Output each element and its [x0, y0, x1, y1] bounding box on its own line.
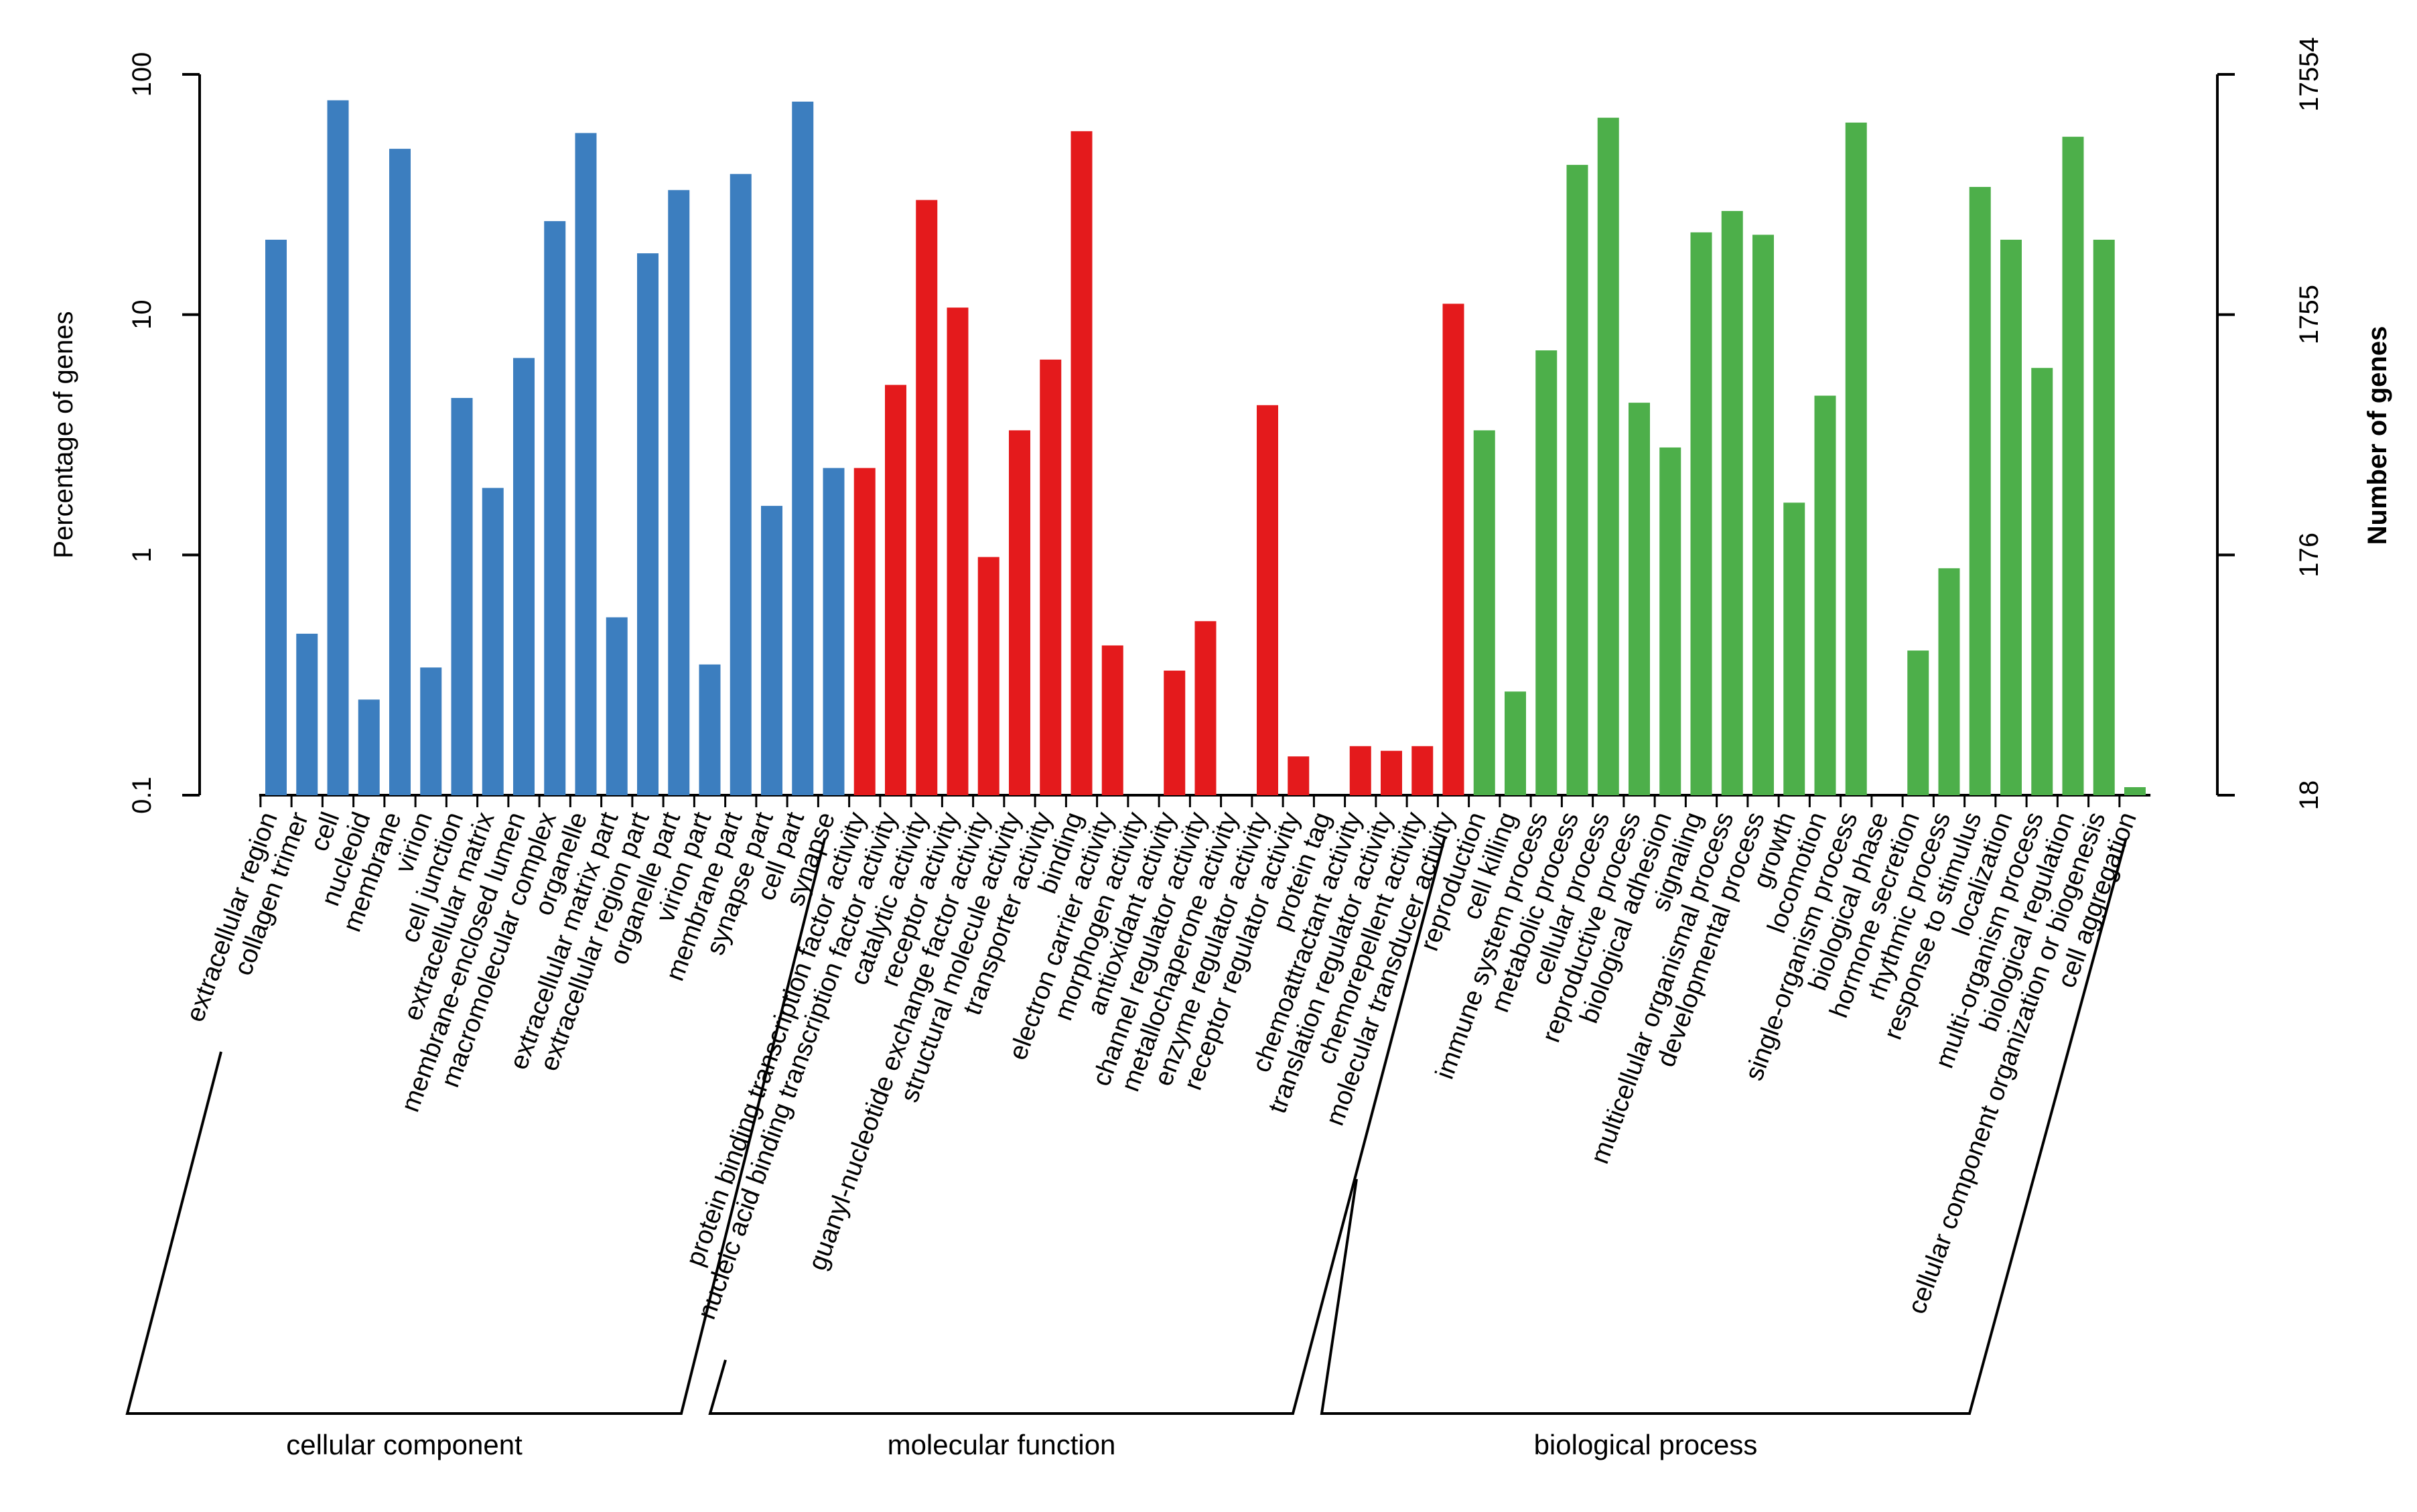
bar-membrane-enclosed-lumen: [513, 358, 535, 795]
y-axis-title: Percentage of genes: [49, 311, 78, 558]
bar-growth: [1783, 502, 1805, 795]
bar-reproductive-process: [1629, 403, 1650, 795]
bar-biological-adhesion: [1659, 447, 1681, 795]
bar-cell: [327, 100, 349, 796]
group-label-biological-process: biological process: [1534, 1429, 1758, 1460]
bar-multicellular-organismal-process: [1721, 210, 1743, 795]
bar-transporter-activity: [1040, 359, 1062, 795]
bar-membrane: [389, 149, 411, 795]
bar-guanyl-nucleotide-exchange-factor-activity: [977, 557, 999, 795]
left-y-tick-label: 10: [127, 299, 157, 330]
bar-cell-junction: [451, 398, 473, 795]
right-y-tick-label: 17554: [2294, 37, 2324, 111]
bar-collagen-trimer: [296, 633, 318, 795]
bracket-biological-process: [1320, 837, 2128, 1415]
bar-cell-aggregation: [2124, 787, 2146, 795]
bar-synapse-part: [761, 506, 782, 795]
bar-single-organism-process: [1845, 122, 1867, 795]
left-y-tick-label: 100: [127, 52, 157, 97]
bar-antioxidant-activity: [1164, 671, 1186, 795]
bar-localization: [2000, 239, 2022, 795]
bar-catalytic-activity: [916, 200, 938, 795]
bar-signaling: [1690, 232, 1712, 795]
right-y-tick-label: 176: [2294, 533, 2324, 577]
bar-chemoattractant-activity: [1349, 746, 1371, 795]
right-y-tick-label: 1755: [2294, 285, 2324, 344]
bar-nucleoid: [358, 699, 380, 795]
bar-channel-regulator-activity: [1194, 621, 1217, 795]
bar-structural-molecule-activity: [1009, 430, 1030, 795]
bar-electron-carrier-activity: [1101, 645, 1123, 795]
bar-metabolic-process: [1566, 165, 1588, 795]
bar-organelle-part: [668, 190, 690, 795]
bar-developmental-process: [1752, 234, 1774, 795]
bar-virion: [420, 667, 442, 795]
bar-cellular-component-organization-or-biogenesis: [2093, 239, 2115, 795]
bar-nucleic-acid-binding-transcription-factor-activity: [885, 385, 906, 795]
group-label-cellular-component: cellular component: [286, 1429, 523, 1460]
bar-extracellular-matrix-part: [606, 617, 628, 795]
bar-biological-regulation: [2062, 137, 2084, 796]
bar-reproduction: [1473, 430, 1495, 795]
bar-enzyme-regulator-activity: [1257, 405, 1278, 795]
bar-chemorepellent-activity: [1411, 746, 1434, 795]
left-y-tick-label: 0.1: [127, 776, 157, 814]
bar-rhythmic-process: [1938, 568, 1960, 795]
bar-receptor-regulator-activity: [1288, 756, 1310, 795]
group-label-molecular-function: molecular function: [888, 1429, 1116, 1460]
bar-virion-part: [699, 664, 721, 795]
bars: [265, 100, 2146, 796]
bar-organelle: [575, 133, 597, 795]
left-y-tick-label: 1: [127, 547, 157, 562]
right-y-tick-label: 18: [2294, 780, 2324, 811]
bar-hormone-secretion: [1907, 650, 1929, 795]
bar-response-to-stimulus: [1969, 187, 1991, 795]
bar-cellular-process: [1597, 117, 1619, 795]
bar-extracellular-region: [265, 239, 287, 795]
bar-cell-part: [792, 101, 814, 795]
bar-binding: [1071, 131, 1093, 796]
bar-extracellular-region-part: [637, 253, 659, 796]
bar-synapse: [823, 468, 845, 795]
right-y-axis-title: Number of genes: [2363, 326, 2392, 545]
bar-multi-organism-process: [2031, 368, 2053, 795]
bar-receptor-activity: [947, 307, 969, 795]
bar-molecular-transducer-activity: [1442, 303, 1464, 795]
bar-extracellular-matrix: [482, 488, 504, 795]
bar-protein-binding-transcription-factor-activity: [853, 468, 876, 795]
bar-locomotion: [1814, 395, 1836, 795]
bar-macromolecular-complex: [544, 221, 566, 795]
bracket-cellular-component: [125, 837, 827, 1415]
bar-cell-killing: [1505, 691, 1526, 795]
bar-translation-regulator-activity: [1381, 750, 1402, 795]
group-brackets: cellular component molecular function biol…: [125, 837, 2128, 1460]
bar-immune-system-process: [1535, 350, 1558, 795]
bracket-molecular-function: [708, 837, 1446, 1415]
bar-membrane-part: [730, 174, 752, 796]
